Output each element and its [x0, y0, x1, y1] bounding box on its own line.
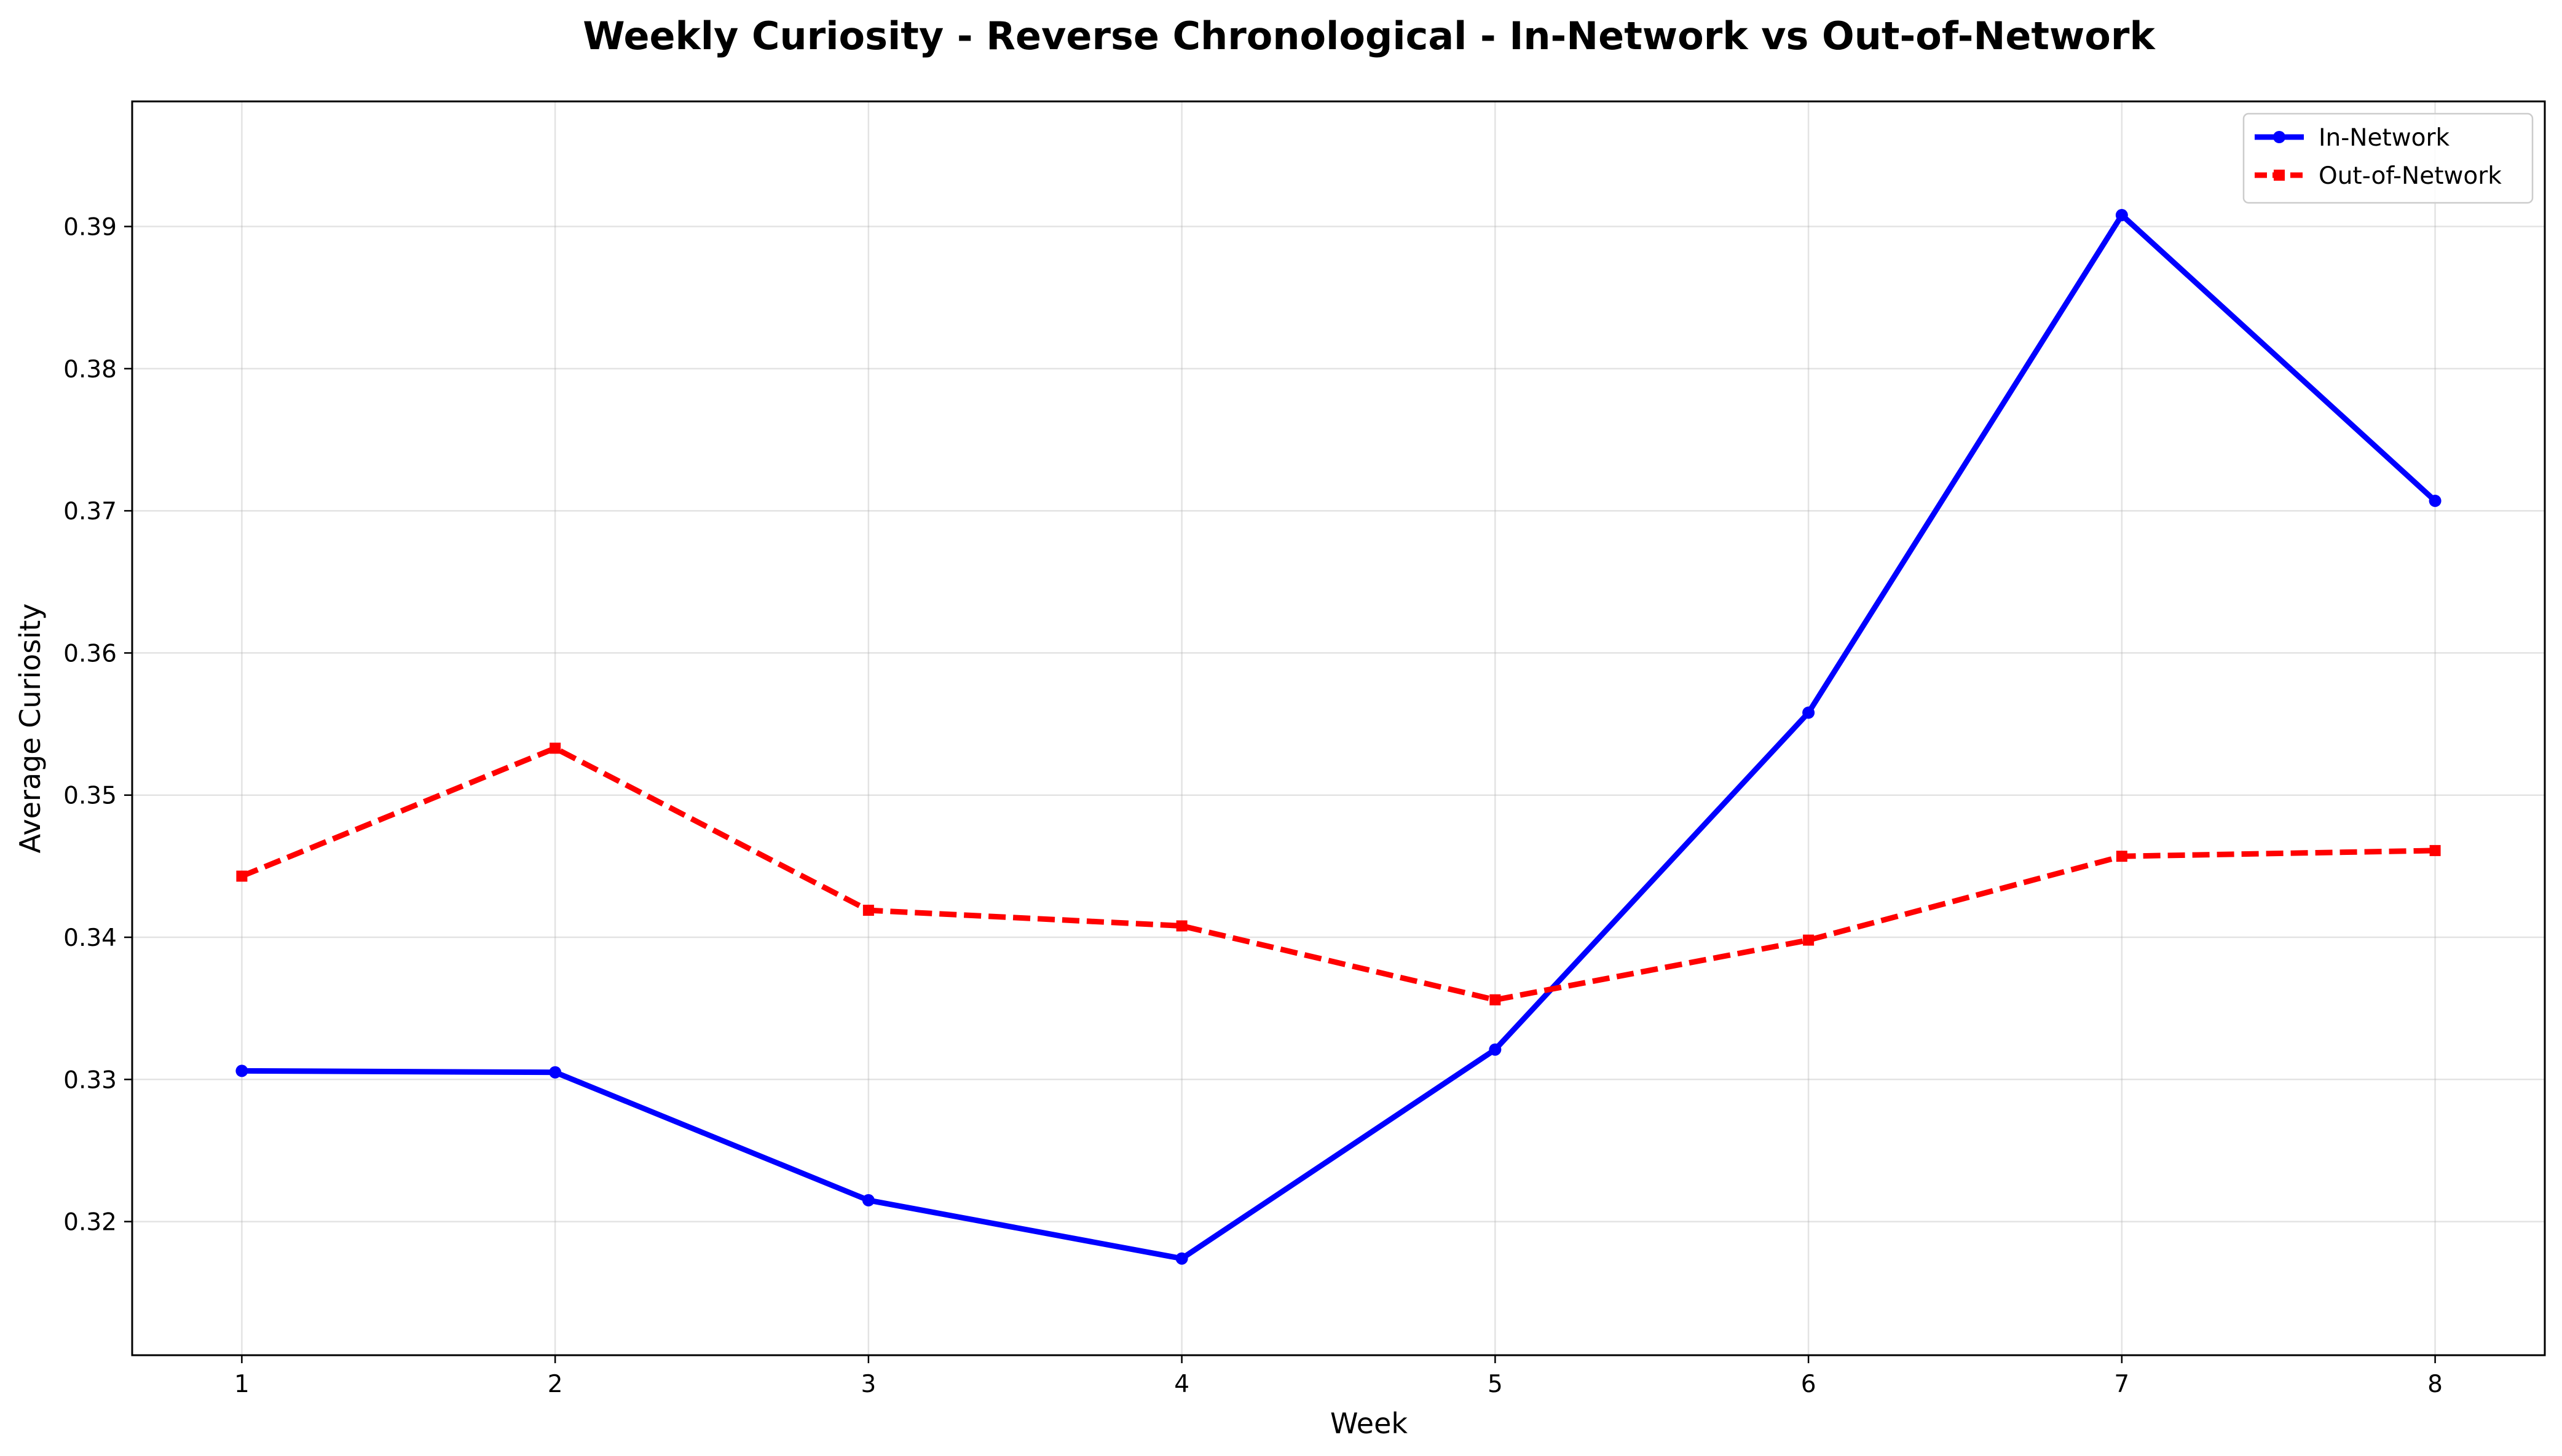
- legend-label-in-network: In-Network: [2319, 124, 2450, 152]
- data-point-out-of-network: [1489, 994, 1501, 1005]
- chart-title: Weekly Curiosity - Reverse Chronological…: [583, 14, 2156, 58]
- x-tick-label: 5: [1488, 1371, 1503, 1398]
- data-point-in-network: [1802, 706, 1815, 719]
- data-point-in-network: [1489, 1043, 1502, 1056]
- series-line-in-network: [242, 212, 2437, 1262]
- series-line-out-of-network: [240, 745, 2435, 1003]
- y-tick-label: 0.38: [63, 356, 117, 384]
- data-point-in-network: [2115, 209, 2128, 222]
- data-point-in-network: [549, 1066, 562, 1079]
- data-point-in-network: [862, 1194, 875, 1206]
- data-point-out-of-network: [550, 742, 561, 754]
- x-tick-label: 7: [2114, 1371, 2129, 1398]
- legend: In-Network Out-of-Network: [2242, 112, 2534, 204]
- legend-label-out-of-network: Out-of-Network: [2319, 162, 2502, 190]
- y-tick-label: 0.36: [63, 640, 117, 667]
- series-out-of-network: [236, 742, 2441, 1005]
- y-tick-label: 0.39: [63, 214, 117, 242]
- legend-marker-in-network: [2273, 131, 2285, 143]
- y-tick-label: 0.34: [63, 924, 117, 952]
- data-point-in-network: [1175, 1252, 1188, 1265]
- data-point-out-of-network: [2429, 844, 2441, 856]
- x-axis: 1 2 3 4 5 6 7 8: [234, 1355, 2443, 1398]
- x-tick-label: 3: [861, 1371, 876, 1398]
- data-point-out-of-network: [1176, 920, 1188, 932]
- legend-marker-out-of-network: [2274, 170, 2285, 181]
- data-point-out-of-network: [862, 905, 874, 916]
- data-point-out-of-network: [2116, 851, 2127, 862]
- y-tick-label: 0.32: [63, 1209, 117, 1237]
- x-tick-label: 4: [1174, 1371, 1189, 1398]
- x-tick-label: 6: [1801, 1371, 1816, 1398]
- x-tick-label: 1: [234, 1371, 250, 1398]
- y-tick-label: 0.33: [63, 1066, 117, 1094]
- series-layer: [235, 209, 2442, 1265]
- legend-box: [2242, 112, 2534, 204]
- y-axis: 0.32 0.33 0.34 0.35 0.36 0.37 0.38 0.39: [63, 214, 132, 1237]
- x-tick-label: 8: [2427, 1371, 2443, 1398]
- y-tick-label: 0.37: [63, 498, 117, 525]
- data-point-out-of-network: [236, 870, 248, 882]
- data-point-in-network: [235, 1064, 248, 1077]
- grid: [132, 101, 2545, 1355]
- y-axis-label: Average Curiosity: [14, 604, 47, 854]
- y-tick-label: 0.35: [63, 782, 117, 810]
- x-tick-label: 2: [548, 1371, 563, 1398]
- series-in-network: [235, 209, 2442, 1265]
- plot-frame: [131, 100, 2546, 1356]
- data-point-in-network: [2429, 494, 2442, 507]
- data-point-out-of-network: [1803, 934, 1815, 946]
- x-axis-label: Week: [1330, 1407, 1408, 1440]
